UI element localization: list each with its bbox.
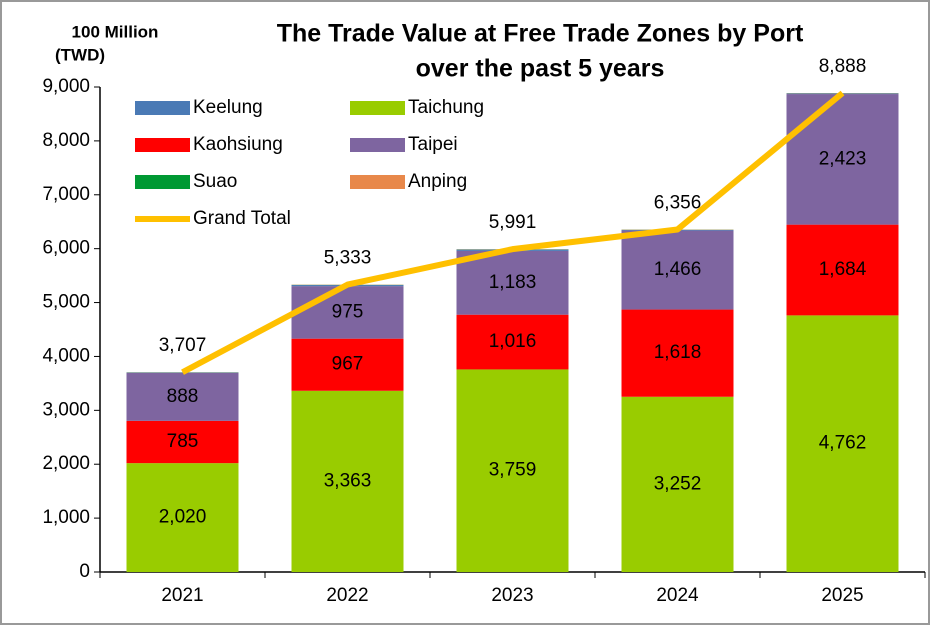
bar-segment [621,309,734,397]
legend-label: Kaohsiung [193,134,283,155]
y-tick-label: 9,000 [42,76,90,97]
data-label: 1,016 [489,331,537,352]
data-label: 3,363 [324,470,372,491]
data-label: 3,759 [489,460,537,481]
bar-segment [786,94,899,225]
y-tick-label: 1,000 [42,507,90,528]
bar-segment [126,420,239,464]
data-label: 2,423 [819,148,867,169]
x-tick-label: 2025 [821,585,863,606]
x-tick-label: 2022 [326,585,368,606]
legend-label: Taichung [408,97,484,118]
y-tick-label: 4,000 [42,345,90,366]
bar-segment [456,250,569,315]
total-line [181,90,845,375]
data-label: 3,252 [654,473,702,494]
bar-segment [456,369,569,572]
bar-segment [291,286,404,339]
total-label: 8,888 [819,56,867,77]
bar-segment [126,372,239,421]
chart-title: The Trade Value at Free Trade Zones by P… [277,20,804,48]
legend-label: Grand Total [193,208,291,229]
x-tick-label: 2023 [491,585,533,606]
data-label: 888 [167,386,199,407]
x-tick-label: 2021 [161,585,203,606]
legend-swatch [350,138,405,152]
data-label: 967 [332,354,364,375]
total-label: 5,333 [324,248,372,269]
y-axis-label: 100 Million [72,22,159,41]
data-label: 2,020 [159,507,207,528]
data-label: 1,684 [819,259,867,280]
legend-label: Anping [408,171,467,192]
bar-segment [786,224,899,316]
bar-segment [786,315,899,572]
y-tick-label: 6,000 [42,238,90,259]
bar-segment [456,314,569,370]
legend-swatch [350,101,405,115]
y-tick-label: 2,000 [42,453,90,474]
bar-segment [291,390,404,572]
data-label: 975 [332,301,364,322]
bar-segment [621,396,734,572]
data-label: 4,762 [819,433,867,454]
data-label: 1,466 [654,259,702,280]
chart-title: over the past 5 years [416,55,665,83]
legend-label: Suao [193,171,237,192]
legend-label: Taipei [408,134,458,155]
total-label: 3,707 [159,335,207,356]
y-tick-label: 8,000 [42,130,90,151]
data-label: 1,618 [654,342,702,363]
y-axis-label: (TWD) [55,45,105,64]
y-tick-label: 5,000 [42,292,90,313]
legend-swatch [350,175,405,189]
data-label: 785 [167,431,199,452]
bar-segment [291,338,404,391]
x-tick-label: 2024 [656,585,699,606]
legend-swatch [135,138,190,152]
y-tick-label: 7,000 [42,184,90,205]
legend-label: Keelung [193,97,263,118]
total-label: 5,991 [489,212,537,233]
bar-segment [126,463,239,572]
y-tick-label: 3,000 [42,399,90,420]
total-label: 6,356 [654,192,702,213]
bar-segment [621,230,734,310]
legend-swatch [135,101,190,115]
data-label: 1,183 [489,272,537,293]
y-tick-label: 0 [79,561,90,582]
legend-swatch [135,175,190,189]
